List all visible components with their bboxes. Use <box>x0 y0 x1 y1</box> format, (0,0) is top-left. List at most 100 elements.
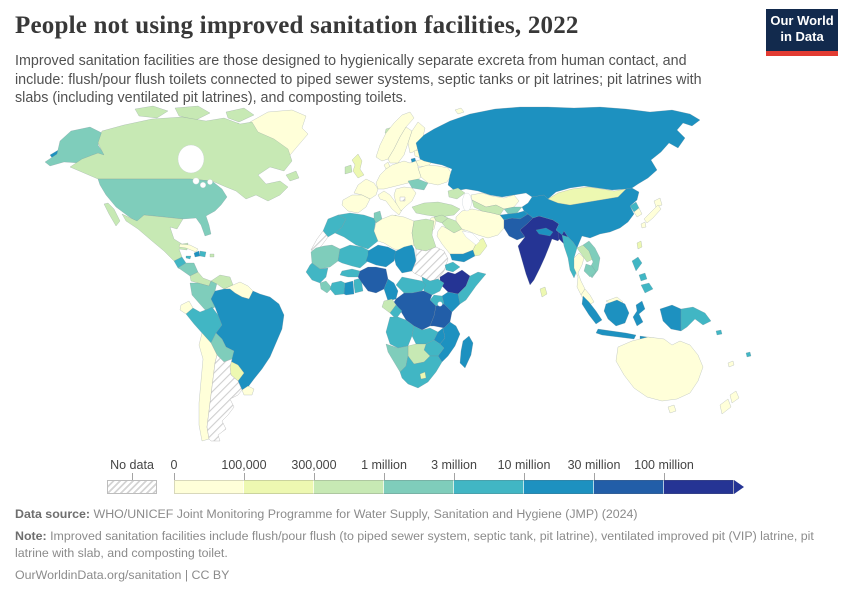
country-argentina[interactable] <box>206 354 243 442</box>
country-indonesia[interactable] <box>581 295 603 325</box>
country-mongolia[interactable] <box>547 186 627 206</box>
country-new-zealand[interactable] <box>719 398 732 415</box>
country-burkina-faso[interactable] <box>339 268 361 278</box>
data-source-text: WHO/UNICEF Joint Monitoring Programme fo… <box>90 507 638 521</box>
country-finland[interactable] <box>407 121 426 154</box>
country-indonesia[interactable] <box>659 304 682 332</box>
legend-bin-6[interactable] <box>594 480 664 494</box>
country-indonesia[interactable] <box>632 300 646 327</box>
country-uk[interactable] <box>351 153 365 179</box>
country-south-korea[interactable] <box>633 207 643 218</box>
country-ireland[interactable] <box>344 164 353 175</box>
legend-tick-label: 100,000 <box>221 458 267 472</box>
country-iberia[interactable] <box>341 194 371 214</box>
country-central-african-republic[interactable] <box>395 276 427 294</box>
country-arctic-canada[interactable] <box>225 107 255 123</box>
country-taiwan[interactable] <box>636 240 643 250</box>
legend-bin-4[interactable] <box>454 480 524 494</box>
country-haiti[interactable] <box>193 250 201 258</box>
country-fiji[interactable] <box>745 351 752 358</box>
country-puerto-rico[interactable] <box>209 253 215 258</box>
legend-bin-1[interactable] <box>244 480 314 494</box>
country-mexico[interactable] <box>121 213 189 262</box>
country-senegal-region[interactable] <box>305 262 329 284</box>
country-angola[interactable] <box>385 316 415 349</box>
country-central-asia[interactable] <box>471 199 505 216</box>
country-new-caledonia[interactable] <box>727 360 735 368</box>
legend-bin-2[interactable] <box>314 480 384 494</box>
water-body <box>192 177 200 185</box>
country-eritrea[interactable] <box>444 261 461 273</box>
country-algeria[interactable] <box>334 212 379 250</box>
legend-tick-label: 3 million <box>431 458 477 472</box>
country-caucasus[interactable] <box>447 187 466 200</box>
legend-tick-label: 30 million <box>567 458 621 472</box>
legend-tick-label: 300,000 <box>291 458 337 472</box>
country-mexico[interactable] <box>103 202 121 227</box>
legend-no-data-swatch[interactable] <box>107 480 157 494</box>
country-arctic-canada[interactable] <box>134 105 169 119</box>
country-japan[interactable] <box>653 197 663 208</box>
legend-bin-3[interactable] <box>384 480 454 494</box>
legend-arrow <box>734 480 744 494</box>
country-kyrgyzstan-tajikistan[interactable] <box>503 206 523 215</box>
legend-tick <box>664 473 665 480</box>
country-sierra-leone-liberia[interactable] <box>319 280 333 294</box>
country-somalia[interactable] <box>457 271 487 305</box>
country-egypt[interactable] <box>411 218 437 252</box>
world-map[interactable] <box>40 104 760 456</box>
country-niger[interactable] <box>365 244 397 268</box>
data-source-label: Data source: <box>15 507 91 521</box>
country-canada[interactable] <box>285 170 300 182</box>
country-madagascar[interactable] <box>459 335 474 369</box>
country-svalbard[interactable] <box>454 107 465 115</box>
country-south-africa[interactable] <box>399 355 443 389</box>
country-romania[interactable] <box>407 178 429 191</box>
legend-bin-5[interactable] <box>524 480 594 494</box>
legend-bin-0[interactable] <box>174 480 244 494</box>
water-body <box>207 179 213 185</box>
country-new-zealand[interactable] <box>729 390 740 404</box>
country-kosovo[interactable] <box>399 196 406 202</box>
country-cambodia[interactable] <box>583 263 597 278</box>
country-alaska[interactable] <box>44 126 107 167</box>
country-mali[interactable] <box>337 244 371 269</box>
country-indonesia[interactable] <box>603 299 630 327</box>
country-cote-divoire[interactable] <box>329 280 346 296</box>
country-russia[interactable] <box>415 106 701 200</box>
legend-bin-7[interactable] <box>664 480 734 494</box>
country-italy[interactable] <box>377 190 403 216</box>
owid-logo[interactable]: Our World in Data <box>766 9 838 56</box>
owid-url-link[interactable]: OurWorldinData.org/sanitation | CC BY <box>15 568 230 583</box>
country-jamaica[interactable] <box>185 255 192 260</box>
country-arctic-canada[interactable] <box>174 105 211 121</box>
country-papua-new-guinea[interactable] <box>680 306 712 332</box>
country-thailand[interactable] <box>573 252 586 296</box>
country-philippines[interactable] <box>631 256 643 272</box>
country-ghana[interactable] <box>343 280 355 296</box>
country-vietnam[interactable] <box>582 240 601 279</box>
country-united-states[interactable] <box>97 178 228 237</box>
country-philippines[interactable] <box>640 282 654 294</box>
country-uruguay[interactable] <box>241 385 255 396</box>
country-indonesia[interactable] <box>595 328 637 340</box>
country-india[interactable] <box>517 215 563 286</box>
water-body <box>461 230 481 246</box>
country-turkey[interactable] <box>411 201 461 218</box>
country-japan[interactable] <box>640 221 647 229</box>
country-japan[interactable] <box>643 204 662 224</box>
country-nepal[interactable] <box>535 227 554 237</box>
country-philippines[interactable] <box>638 272 648 282</box>
country-australia[interactable] <box>667 404 677 414</box>
legend-tick <box>244 473 245 480</box>
country-australia[interactable] <box>615 336 704 402</box>
country-sri-lanka[interactable] <box>539 286 548 298</box>
water-body <box>200 182 206 188</box>
chart-footer: Data source: WHO/UNICEF Joint Monitoring… <box>15 506 835 590</box>
country-lesotho[interactable] <box>419 371 427 380</box>
country-dominican-republic[interactable] <box>199 250 207 258</box>
country-oman[interactable] <box>472 237 488 257</box>
owid-logo-line2: in Data <box>780 29 824 44</box>
legend-tick <box>132 473 133 480</box>
country-solomon-islands[interactable] <box>715 329 723 336</box>
